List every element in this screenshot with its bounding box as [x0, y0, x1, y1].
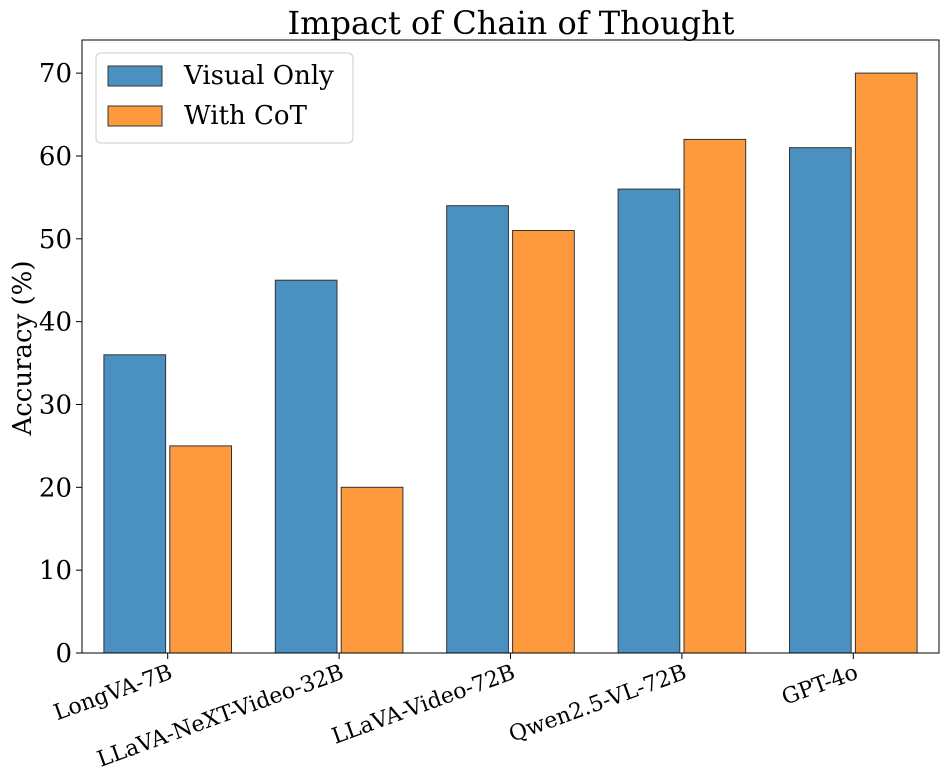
y-tick-label: 0 — [55, 639, 72, 669]
bar-with-cot — [512, 230, 575, 654]
bar-with-cot — [683, 138, 747, 654]
y-tick-label: 10 — [39, 556, 72, 586]
x-tick-label: Qwen2.5-VL-72B — [506, 660, 690, 747]
bar-with-cot — [854, 72, 918, 654]
legend: Visual Only With CoT — [95, 52, 354, 144]
y-tick-label: 30 — [39, 390, 72, 420]
x-tick-label: LongVA-7B — [51, 660, 176, 726]
plot-frame — [81, 39, 940, 654]
bar-visual-only — [446, 205, 509, 654]
y-axis: 0 10 20 30 40 50 60 70 — [39, 59, 82, 669]
legend-label-visual-only: Visual Only — [183, 61, 334, 91]
bars-group — [103, 72, 918, 654]
bar-visual-only — [274, 279, 338, 654]
y-tick-label: 50 — [39, 225, 72, 255]
x-tick-label: LLaVA-Video-72B — [329, 660, 519, 749]
x-tick-label: GPT-4o — [779, 660, 862, 710]
legend-swatch-visual-only — [107, 65, 163, 87]
bar-with-cot — [340, 486, 404, 654]
legend-swatch-with-cot — [107, 105, 163, 127]
legend-label-with-cot: With CoT — [184, 101, 308, 131]
bar-visual-only — [789, 147, 852, 654]
y-tick-label: 70 — [39, 59, 72, 89]
y-axis-label: Accuracy (%) — [8, 260, 38, 436]
bar-with-cot — [169, 445, 233, 654]
y-tick-label: 40 — [39, 308, 72, 338]
chart-title: Impact of Chain of Thought — [287, 4, 734, 42]
bar-visual-only — [103, 354, 167, 654]
y-tick-label: 60 — [39, 142, 72, 172]
x-axis: LongVA-7BLLaVA-NeXT-Video-32BLLaVA-Video… — [51, 653, 862, 773]
y-tick-label: 20 — [39, 473, 72, 503]
bar-visual-only — [617, 188, 681, 654]
